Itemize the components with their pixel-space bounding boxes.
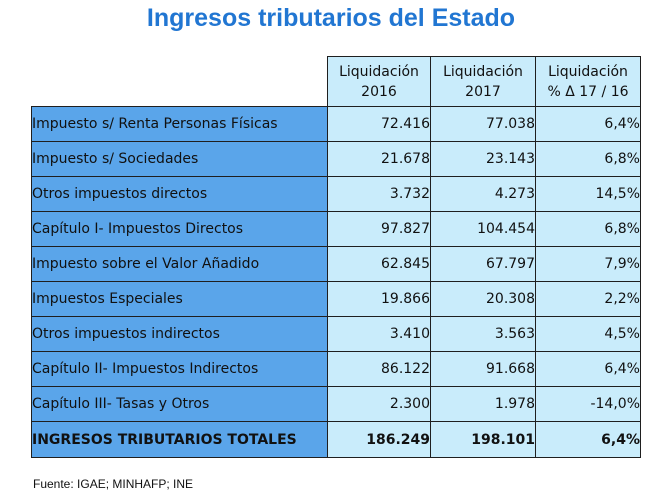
value-2016: 2.300	[327, 386, 431, 422]
tax-revenue-table: Liquidación 2016 Liquidación 2017 Liquid…	[31, 56, 641, 458]
header-line: Liquidación	[548, 63, 628, 80]
table-row: Impuesto s/ Renta Personas Físicas 72.41…	[31, 106, 641, 142]
value-pct-change: 7,9%	[535, 246, 641, 282]
value-2016: 86.122	[327, 351, 431, 387]
value-pct-change: 6,4%	[535, 351, 641, 387]
value-pct-change: 14,5%	[535, 176, 641, 212]
table-row: Capítulo III- Tasas y Otros 2.300 1.978 …	[31, 386, 641, 422]
value-2016: 19.866	[327, 281, 431, 317]
table-row: Impuesto sobre el Valor Añadido 62.845 6…	[31, 246, 641, 282]
row-label: Impuesto s/ Renta Personas Físicas	[31, 106, 328, 142]
total-2017: 198.101	[430, 421, 536, 458]
table-row: Otros impuestos indirectos 3.410 3.563 4…	[31, 316, 641, 352]
row-label: Otros impuestos directos	[31, 176, 328, 212]
header-blank-cell	[31, 56, 328, 107]
value-pct-change: 6,8%	[535, 141, 641, 177]
header-line: 2017	[465, 83, 501, 100]
table-row: Capítulo II- Impuestos Indirectos 86.122…	[31, 351, 641, 387]
value-2017: 91.668	[430, 351, 536, 387]
row-label: Otros impuestos indirectos	[31, 316, 328, 352]
header-liquidacion-2016: Liquidación 2016	[327, 56, 431, 107]
total-2016: 186.249	[327, 421, 431, 458]
row-label: Impuesto s/ Sociedades	[31, 141, 328, 177]
row-label: Capítulo II- Impuestos Indirectos	[31, 351, 328, 387]
value-2016: 72.416	[327, 106, 431, 142]
value-2017: 23.143	[430, 141, 536, 177]
value-pct-change: 4,5%	[535, 316, 641, 352]
value-pct-change: 6,4%	[535, 106, 641, 142]
table-row: Capítulo I- Impuestos Directos 97.827 10…	[31, 211, 641, 247]
value-2016: 62.845	[327, 246, 431, 282]
row-label: Impuestos Especiales	[31, 281, 328, 317]
header-row: Liquidación 2016 Liquidación 2017 Liquid…	[31, 56, 641, 107]
value-2017: 77.038	[430, 106, 536, 142]
table-row: Otros impuestos directos 3.732 4.273 14,…	[31, 176, 641, 212]
row-label: Capítulo III- Tasas y Otros	[31, 386, 328, 422]
value-pct-change: 6,8%	[535, 211, 641, 247]
total-row: INGRESOS TRIBUTARIOS TOTALES 186.249 198…	[31, 421, 641, 458]
header-liquidacion-2017: Liquidación 2017	[430, 56, 536, 107]
value-2017: 104.454	[430, 211, 536, 247]
value-2016: 97.827	[327, 211, 431, 247]
value-2016: 3.410	[327, 316, 431, 352]
table-row: Impuesto s/ Sociedades 21.678 23.143 6,8…	[31, 141, 641, 177]
header-variacion: Liquidación % Δ 17 / 16	[535, 56, 641, 107]
row-label: Impuesto sobre el Valor Añadido	[31, 246, 328, 282]
header-line: Liquidación	[443, 63, 523, 80]
table-row: Impuestos Especiales 19.866 20.308 2,2%	[31, 281, 641, 317]
value-2017: 20.308	[430, 281, 536, 317]
value-2017: 1.978	[430, 386, 536, 422]
header-line: Liquidación	[339, 63, 419, 80]
row-label: Capítulo I- Impuestos Directos	[31, 211, 328, 247]
value-2016: 21.678	[327, 141, 431, 177]
header-line: 2016	[361, 83, 397, 100]
header-line: % Δ 17 / 16	[547, 83, 629, 100]
total-label: INGRESOS TRIBUTARIOS TOTALES	[31, 421, 328, 458]
source-note: Fuente: IGAE; MINHAFP; INE	[33, 477, 194, 491]
value-2017: 3.563	[430, 316, 536, 352]
value-pct-change: -14,0%	[535, 386, 641, 422]
value-pct-change: 2,2%	[535, 281, 641, 317]
total-pct-change: 6,4%	[535, 421, 641, 458]
value-2017: 67.797	[430, 246, 536, 282]
value-2016: 3.732	[327, 176, 431, 212]
page-title: Ingresos tributarios del Estado	[146, 4, 516, 32]
value-2017: 4.273	[430, 176, 536, 212]
